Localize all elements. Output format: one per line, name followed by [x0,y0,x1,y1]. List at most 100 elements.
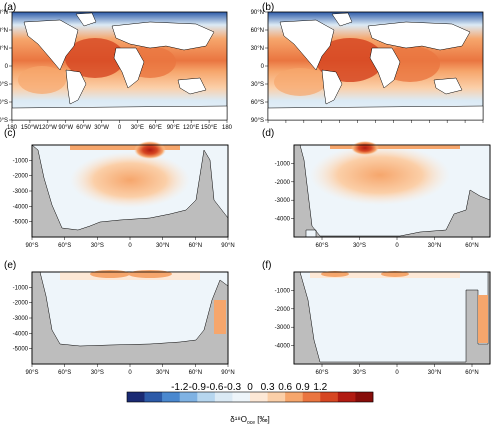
map-y-tick-label: 0 [5,64,9,70]
colorbar-tick-label: 0.6 [278,382,292,393]
lat-tick-label: 30°S [91,370,104,376]
map-y-tick-label: 60°S [0,100,8,106]
colorbar-swatch [285,392,304,402]
lat-tick-label: 90°S [25,243,38,249]
lat-tick-label: 30°S [353,370,366,376]
depth-tick-label: -1000 [275,288,291,294]
depth-tick-label: -5000 [13,347,29,353]
colorbar-swatch [127,392,145,402]
map-x-tick-label: 150°W [21,125,39,131]
lat-tick-label: 30°N [428,243,441,249]
lat-tick-label: 30°N [156,243,169,249]
colorbar: -1.2 -0.9 -0.6 -0.3 0 0.3 0.6 0.9 1.2 [126,382,374,403]
map-y-tick-label: 30°S [0,82,8,88]
colorbar-tick-label: 1.2 [313,382,327,393]
map-y-tick-label: 90°N [251,10,264,16]
map-y-tick-label: 30°N [0,46,8,52]
lat-tick-label: 30°N [428,370,441,376]
lat-tick-label: 30°S [91,243,104,249]
lat-tick-label: 30°N [156,370,169,376]
panel-label-c: (c) [4,128,16,139]
map-x-tick-label: 120°W [39,125,57,131]
map-y-tick-label: 30°N [251,46,264,52]
depth-tick-label: -1000 [275,161,291,167]
depth-tick-label: -1000 [13,285,29,291]
panel-b-map [267,11,484,121]
lat-tick-label: 0 [395,370,399,376]
panel-label-b: (b) [262,2,274,13]
depth-tick-label: -4000 [275,217,291,223]
depth-tick-label: -1000 [13,158,29,164]
depth-tick-label: -2000 [275,180,291,186]
colorbar-swatch [337,392,356,402]
colorbar-swatch [320,392,339,402]
colorbar-swatch [214,392,233,402]
lat-tick-label: 30°S [353,243,366,249]
map-x-tick-label: 120°E [183,125,199,131]
colorbar-tick-label: -0.3 [224,382,242,393]
lat-tick-label: 60°S [315,370,328,376]
colorbar-tick-label: 0 [247,382,253,393]
map-y-tick-label: 90°S [251,118,264,124]
lat-tick-label: 0 [128,243,132,249]
depth-tick-label: -4000 [13,331,29,337]
map-y-tick-label: 30°S [251,82,264,88]
panel-f-section [293,271,491,365]
lat-tick-label: 0 [128,370,132,376]
map-x-tick-label: 150°E [201,125,217,131]
panel-label-a: (a) [4,2,16,13]
map-y-tick-label: 60°S [251,100,264,106]
colorbar-tick-label: -0.9 [189,382,207,393]
panel-d-section [293,141,491,238]
depth-tick-label: -2000 [13,301,29,307]
map-y-tick-label: 0 [261,64,265,70]
map-x-tick-label: 90°E [167,125,180,131]
colorbar-tick-label: -1.2 [171,382,189,393]
map-y-tick-label: 90°S [0,118,8,124]
colorbar-tick-label: -0.6 [206,382,224,393]
colorbar-tick-label: 0.3 [261,382,275,393]
colorbar-swatch [355,392,374,402]
depth-tick-label: -4000 [13,204,29,210]
depth-tick-label: -5000 [13,220,29,226]
lat-tick-label: 60°S [315,243,328,249]
panel-c-section [31,141,229,238]
panel-a-map [11,11,228,121]
colorbar-title-main: δ¹⁸O [230,415,247,424]
colorbar-title-sub: oce [247,420,255,426]
colorbar-swatch [144,392,163,402]
depth-tick-label: -3000 [275,325,291,331]
lat-tick-label: 60°N [189,243,202,249]
lat-tick-label: 90°N [221,370,234,376]
lat-tick-label: 90°N [221,243,234,249]
depth-tick-label: -3000 [13,189,29,195]
depth-tick-label: -3000 [13,316,29,322]
colorbar-swatch [179,392,198,402]
lat-tick-label: 90°S [25,370,38,376]
colorbar-title: δ¹⁸Ooce [‰] [230,415,269,426]
map-x-tick-label: 30°E [131,125,144,131]
map-x-tick-label: 0 [118,125,122,131]
panel-label-e: (e) [4,260,16,271]
colorbar-swatch [302,392,321,402]
colorbar-border [126,391,374,403]
depth-tick-label: -2000 [275,307,291,313]
panel-e-section [31,270,229,365]
lat-tick-label: 60°N [465,370,478,376]
colorbar-swatch [267,392,286,402]
lat-tick-label: 0 [395,243,399,249]
map-y-tick-label: 60°N [251,28,264,34]
colorbar-swatch [250,392,268,402]
map-x-tick-label: 60°E [149,125,162,131]
panel-label-d: (d) [262,128,274,139]
lat-tick-label: 60°N [465,243,478,249]
depth-tick-label: -2000 [13,174,29,180]
map-x-tick-label: 180 [222,125,233,131]
lat-tick-label: 60°S [58,370,71,376]
colorbar-swatch [232,392,251,402]
colorbar-tick-label: 0.9 [296,382,310,393]
colorbar-title-units: [‰] [255,415,270,424]
map-x-tick-label: 90°W [58,125,73,131]
colorbar-swatch [162,392,181,402]
